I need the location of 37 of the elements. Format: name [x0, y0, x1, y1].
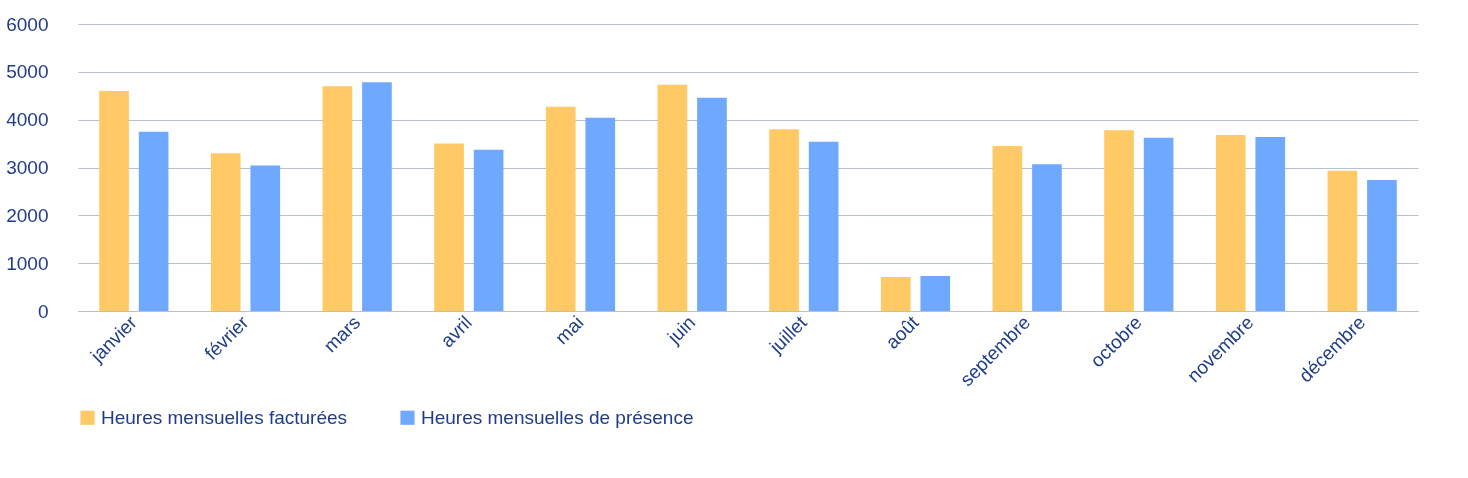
bar: [769, 129, 799, 311]
y-tick-label: 0: [37, 300, 49, 322]
bar: [1143, 137, 1174, 311]
bar: [585, 117, 616, 311]
y-tick-label: 2000: [6, 204, 49, 226]
bar: [657, 84, 688, 311]
bar: [808, 141, 839, 311]
bar: [362, 82, 392, 311]
x-tick-label: mai: [551, 311, 588, 349]
bar: [545, 106, 576, 311]
bar: [1367, 179, 1397, 311]
bar: [1327, 170, 1358, 311]
x-tick-label: août: [881, 311, 924, 353]
bar: [1255, 136, 1286, 311]
bar: [1032, 164, 1062, 311]
bar: [920, 276, 951, 311]
x-tick-label: avril: [436, 311, 476, 352]
bar: [992, 145, 1023, 311]
bar: [434, 143, 464, 311]
y-tick-label: 5000: [6, 61, 49, 83]
bar: [99, 90, 129, 311]
bar: [1104, 130, 1134, 311]
bar: [322, 86, 353, 311]
x-tick-label: juin: [662, 311, 700, 349]
bar: [1215, 134, 1246, 311]
y-tick-label: 4000: [6, 109, 49, 131]
bar: [210, 153, 241, 311]
legend-label: Heures mensuelles facturées: [101, 406, 348, 428]
y-tick-label: 1000: [6, 252, 49, 274]
bar: [473, 149, 504, 311]
bar: [880, 277, 911, 311]
bar: [250, 165, 281, 311]
legend-label: Heures mensuelles de présence: [421, 406, 694, 428]
bar: [697, 97, 727, 311]
y-tick-label: 3000: [6, 157, 49, 178]
bar: [138, 131, 169, 311]
y-tick-label: 6000: [6, 13, 49, 35]
